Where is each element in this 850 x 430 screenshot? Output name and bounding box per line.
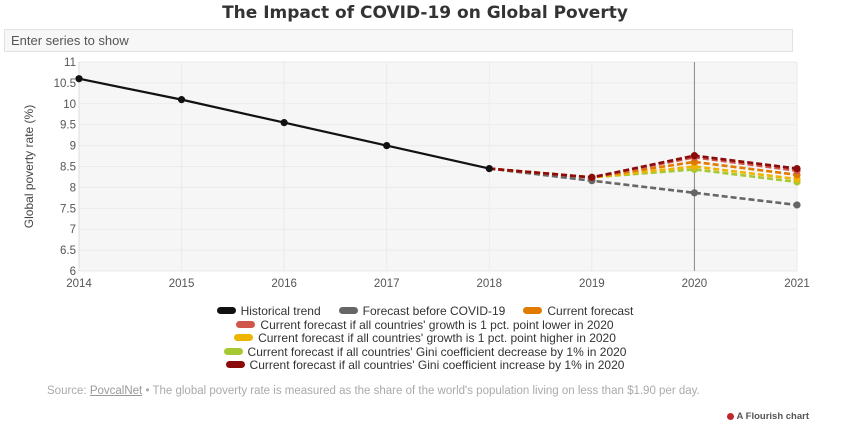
y-tick-label: 7 — [70, 224, 76, 236]
legend-label: Current forecast if all countries' Gini … — [247, 344, 627, 359]
y-tick-label: 9 — [70, 141, 76, 153]
data-point — [383, 142, 391, 150]
legend-row: Historical trend Forecast before COVID-19… — [0, 304, 850, 319]
series-line — [489, 160, 798, 179]
data-point — [75, 75, 83, 83]
legend-swatch — [523, 307, 543, 314]
legend-item[interactable]: Forecast before COVID-19 — [338, 304, 506, 319]
series-6 — [489, 152, 801, 181]
flourish-label: A Flourish chart — [736, 411, 810, 422]
legend-label: Historical trend — [240, 304, 321, 318]
legend-item[interactable]: Current forecast — [523, 304, 634, 319]
y-tick-label: 11 — [64, 57, 76, 69]
legend-row: Current forecast if all countries' growt… — [0, 331, 850, 346]
legend-label: Current forecast if all countries' growt… — [260, 317, 614, 332]
data-point — [793, 164, 801, 173]
legend-swatch — [216, 307, 236, 314]
data-point — [485, 164, 493, 173]
series-0 — [75, 75, 493, 173]
series-line — [489, 165, 798, 181]
data-point — [793, 201, 801, 209]
source-link[interactable]: PovcalNet — [89, 385, 143, 397]
series-search-input[interactable]: Enter series to show — [4, 29, 793, 52]
legend-swatch — [234, 334, 254, 341]
y-tick-label: 9.5 — [60, 120, 76, 132]
legend-row: Current forecast if all countries' Gini … — [0, 344, 850, 360]
y-tick-label: 10.5 — [54, 78, 76, 90]
legend-label: Current forecast — [547, 304, 634, 318]
flourish-logo-icon — [726, 413, 734, 420]
legend-row: Current forecast if all countries' Gini … — [0, 358, 850, 373]
x-tick-label: 2016 — [271, 278, 297, 290]
x-tick-label: 2018 — [476, 278, 502, 290]
data-point — [177, 96, 186, 104]
chart-title: The Impact of COVID-19 on Global Poverty — [222, 3, 628, 23]
legend-item[interactable]: Current forecast if all countries' growt… — [234, 331, 616, 346]
y-tick-label: 6 — [70, 266, 76, 278]
y-tick-label: 7.5 — [60, 203, 76, 215]
legend-row: Current forecast if all countries' growt… — [0, 317, 850, 333]
y-tick-label: 6.5 — [60, 245, 76, 257]
legend-swatch — [236, 320, 256, 328]
legend-item[interactable]: Current forecast if all countries' growt… — [236, 317, 614, 333]
legend-swatch — [225, 361, 245, 368]
x-tick-label: 2019 — [579, 278, 605, 290]
flourish-branding[interactable]: A Flourish chart — [726, 411, 810, 422]
data-point — [280, 119, 288, 127]
line-chart: 6 6.5 7 7.5 8 8.5 9 9.5 10 10.5 11 2014 2015 2016 2017… — [22, 57, 810, 290]
legend-swatch — [338, 307, 358, 314]
y-axis-label: Global poverty rate (%) — [22, 105, 36, 228]
x-tick-label: 2021 — [784, 278, 810, 290]
legend-item[interactable]: Historical trend — [216, 304, 321, 319]
series-line — [489, 154, 798, 179]
x-tick-label: 2014 — [66, 278, 92, 290]
x-tick-label: 2017 — [374, 278, 400, 290]
legend-item[interactable]: Current forecast if all countries' Gini … — [225, 358, 625, 373]
series-line — [489, 167, 798, 207]
y-tick-label: 8 — [70, 182, 76, 194]
x-tick-label: 2020 — [682, 278, 708, 290]
footer-text: • The global poverty rate is measured as… — [142, 385, 700, 397]
data-point — [690, 152, 699, 160]
source-prefix: Source: — [47, 385, 90, 397]
footer-note: Source: PovcalNet • The global poverty r… — [47, 385, 700, 397]
legend-item[interactable]: Current forecast if all countries' Gini … — [223, 344, 627, 360]
data-point — [690, 189, 699, 197]
series-line — [489, 167, 798, 184]
y-tick-label: 10 — [63, 99, 76, 111]
legend-label: Current forecast if all countries' growt… — [258, 331, 616, 345]
legend-swatch — [223, 347, 243, 355]
y-tick-label: 8.5 — [60, 162, 76, 174]
x-tick-label: 2015 — [169, 278, 195, 290]
legend-label: Forecast before COVID-19 — [362, 304, 506, 318]
legend: Historical trend Forecast before COVID-19… — [0, 304, 850, 373]
data-point — [588, 173, 596, 181]
legend-label: Current forecast if all countries' Gini … — [249, 358, 625, 372]
